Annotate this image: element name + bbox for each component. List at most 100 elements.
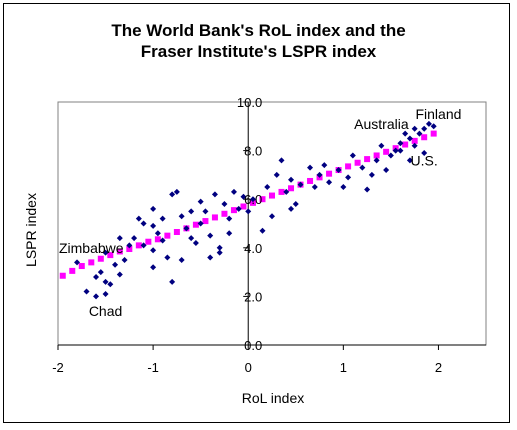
- x-axis-label: RoL index: [242, 390, 305, 406]
- country-point: [197, 220, 204, 227]
- country-point: [121, 256, 128, 263]
- country-point: [74, 259, 81, 266]
- chart-frame: [3, 3, 510, 423]
- country-point: [349, 152, 356, 159]
- y-tick-label: 8.0: [244, 144, 262, 159]
- country-point: [183, 225, 190, 232]
- country-point: [135, 215, 142, 222]
- trend-point: [192, 221, 199, 228]
- trend-point: [345, 163, 352, 170]
- x-tick-label: 2: [435, 360, 442, 375]
- x-tick-label: 1: [340, 360, 347, 375]
- chart-title-line-1: The World Bank's RoL index and the: [111, 21, 406, 40]
- country-point: [102, 249, 109, 256]
- trend-point: [364, 156, 371, 163]
- country-point: [421, 150, 428, 157]
- trend-point: [259, 196, 266, 203]
- country-point: [83, 288, 90, 295]
- country-point: [150, 205, 157, 212]
- trend-point: [135, 242, 142, 249]
- y-axis-label: LSPR index: [23, 193, 39, 267]
- country-point: [102, 290, 109, 297]
- country-point: [297, 181, 304, 188]
- country-point: [230, 188, 237, 195]
- country-point: [216, 249, 223, 256]
- country-point: [93, 273, 100, 280]
- country-point: [173, 188, 180, 195]
- country-point: [169, 278, 176, 285]
- country-point: [316, 171, 323, 178]
- country-point: [150, 247, 157, 254]
- trend-point: [373, 152, 380, 159]
- country-point: [164, 254, 171, 261]
- country-point: [421, 125, 428, 132]
- annotation-label: Chad: [89, 303, 122, 319]
- country-point: [159, 215, 166, 222]
- country-point: [283, 188, 290, 195]
- trend-point: [78, 263, 85, 270]
- country-point: [178, 256, 185, 263]
- y-tick-label: 10.0: [237, 95, 262, 110]
- annotations: Zimbabwe Chad Australia Finland U.S.: [59, 106, 461, 319]
- annotation-label: Australia: [354, 116, 409, 132]
- x-tick-label: -1: [147, 360, 159, 375]
- trend-point: [269, 192, 275, 199]
- country-point: [216, 244, 223, 251]
- country-point: [102, 278, 109, 285]
- country-point: [392, 147, 399, 154]
- country-point: [235, 205, 242, 212]
- country-point: [249, 196, 256, 203]
- trend-point: [211, 214, 218, 221]
- country-point: [288, 176, 295, 183]
- x-tick-label: -2: [52, 360, 64, 375]
- country-point: [406, 135, 413, 142]
- country-point: [93, 293, 100, 300]
- country-point: [107, 281, 114, 288]
- country-point: [207, 232, 214, 239]
- trend-point: [221, 210, 228, 217]
- trend-point: [354, 159, 361, 166]
- country-point: [169, 191, 176, 198]
- country-point: [292, 201, 299, 208]
- trend-point: [107, 252, 114, 259]
- country-point: [240, 193, 247, 200]
- country-point: [150, 264, 157, 271]
- country-point: [411, 125, 418, 132]
- x-tick-label: 0: [245, 360, 252, 375]
- country-point: [345, 174, 352, 181]
- trend-point: [69, 267, 76, 274]
- trend-point: [402, 141, 409, 148]
- country-point: [402, 130, 409, 137]
- country-point: [416, 130, 423, 137]
- country-point: [140, 242, 147, 249]
- country-point: [411, 142, 418, 149]
- y-tick-label: 6.0: [244, 192, 262, 207]
- trend-point: [326, 170, 333, 177]
- trend-point: [249, 199, 256, 206]
- trend-point: [430, 130, 437, 137]
- y-tick-label: 2.0: [244, 289, 262, 304]
- trend-point: [59, 272, 66, 279]
- country-point: [97, 269, 104, 276]
- country-point: [226, 230, 233, 237]
- country-point: [226, 215, 233, 222]
- trend-point: [202, 218, 209, 225]
- country-point: [178, 213, 185, 220]
- y-tick-label: 0.0: [244, 338, 262, 353]
- country-point: [335, 167, 342, 174]
- country-point: [278, 157, 285, 164]
- country-point: [154, 230, 161, 237]
- country-point: [307, 164, 314, 171]
- country-point: [368, 171, 375, 178]
- trend-point: [154, 236, 161, 243]
- country-point: [188, 208, 195, 215]
- country-point: [202, 208, 209, 215]
- country-point: [383, 167, 390, 174]
- country-point: [264, 184, 271, 191]
- country-point: [311, 184, 318, 191]
- country-point: [211, 191, 218, 198]
- trend-point: [97, 255, 104, 262]
- country-point: [221, 201, 228, 208]
- country-point: [112, 261, 119, 268]
